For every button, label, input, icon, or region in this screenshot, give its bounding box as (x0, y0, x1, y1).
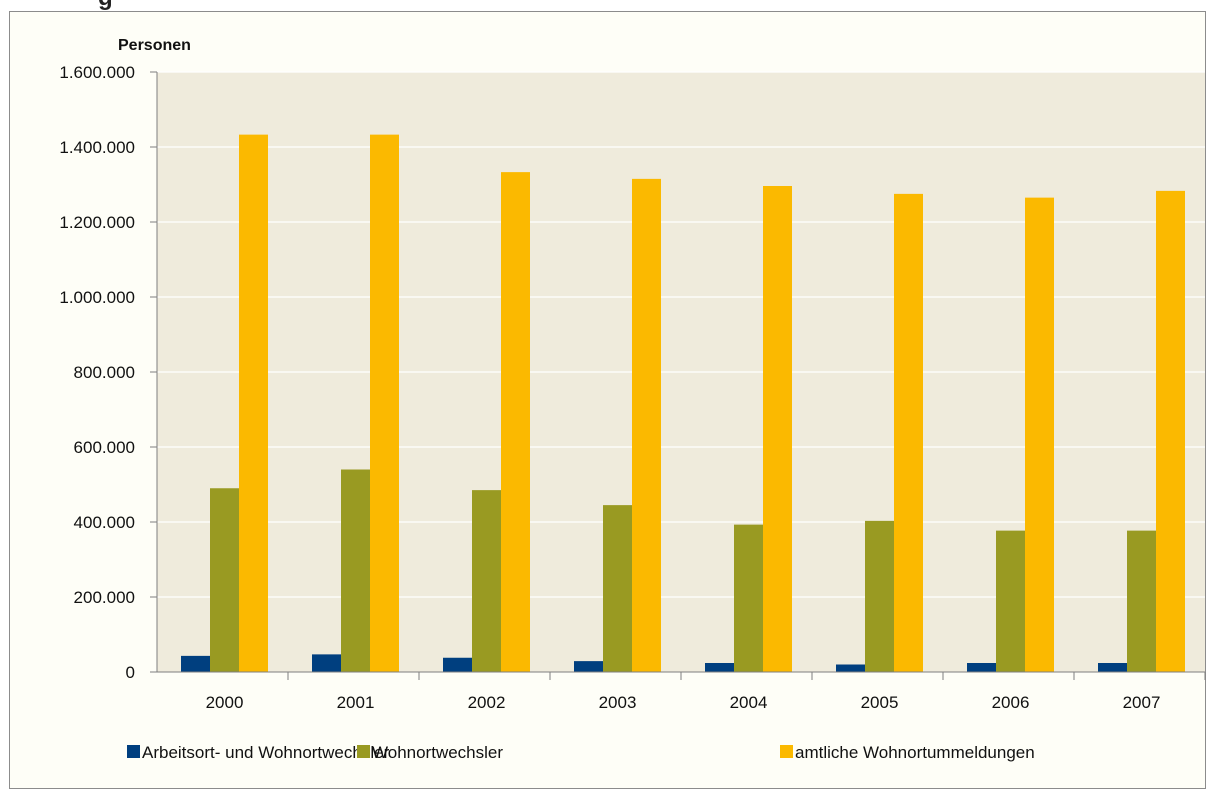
bar (312, 654, 341, 672)
bar (967, 663, 996, 672)
x-tick-label: 2006 (992, 693, 1030, 712)
y-tick-label: 200.000 (74, 588, 135, 607)
bars (181, 134, 1185, 672)
y-tick-label: 1.200.000 (59, 213, 135, 232)
y-tick-label: 800.000 (74, 363, 135, 382)
bar (210, 488, 239, 672)
bar (443, 657, 472, 672)
y-tick-label: 600.000 (74, 438, 135, 457)
x-tick-labels: 2000 2001 2002 2003 2004 2005 2006 2007 (206, 693, 1161, 712)
y-tick-label: 400.000 (74, 513, 135, 532)
bar (894, 193, 923, 672)
y-axis-label: Personen (118, 37, 191, 54)
bar (836, 664, 865, 672)
bar (341, 469, 370, 672)
bar (501, 172, 530, 672)
legend-swatch (127, 745, 140, 758)
y-tick-label: 1.600.000 (59, 63, 135, 82)
x-tick-label: 2007 (1123, 693, 1161, 712)
bar (1156, 190, 1185, 672)
legend-swatch (780, 745, 793, 758)
x-tick-label: 2003 (599, 693, 637, 712)
x-tick-label: 2000 (206, 693, 244, 712)
chart-title-fragment: g (98, 0, 113, 12)
legend-label: Wohnortwechsler (372, 743, 503, 762)
y-tick-label: 0 (126, 663, 135, 682)
bar (239, 134, 268, 672)
bar (603, 505, 632, 672)
bar (472, 490, 501, 672)
bar (763, 186, 792, 672)
bar (370, 134, 399, 672)
y-tick-label: 1.400.000 (59, 138, 135, 157)
bar (705, 663, 734, 672)
bar (632, 178, 661, 672)
y-tick-labels: 0 200.000 400.000 600.000 800.000 1.000.000 1.… (59, 63, 135, 682)
legend: Arbeitsort- und WohnortwechslerWohnortwe… (127, 743, 1035, 762)
bar (1025, 197, 1054, 672)
bar (734, 524, 763, 672)
bar (996, 530, 1025, 672)
x-tick-label: 2004 (730, 693, 768, 712)
legend-label: Arbeitsort- und Wohnortwechsler (142, 743, 390, 762)
x-tick-label: 2005 (861, 693, 899, 712)
bar (574, 661, 603, 672)
legend-swatch (357, 745, 370, 758)
y-tick-label: 1.000.000 (59, 288, 135, 307)
x-tick-label: 2001 (337, 693, 375, 712)
bar (1127, 530, 1156, 672)
legend-label: amtliche Wohnortummeldungen (795, 743, 1035, 762)
axes (150, 71, 1206, 680)
bar (1098, 663, 1127, 672)
x-tick-label: 2002 (468, 693, 506, 712)
bar (865, 520, 894, 672)
bar (181, 655, 210, 672)
